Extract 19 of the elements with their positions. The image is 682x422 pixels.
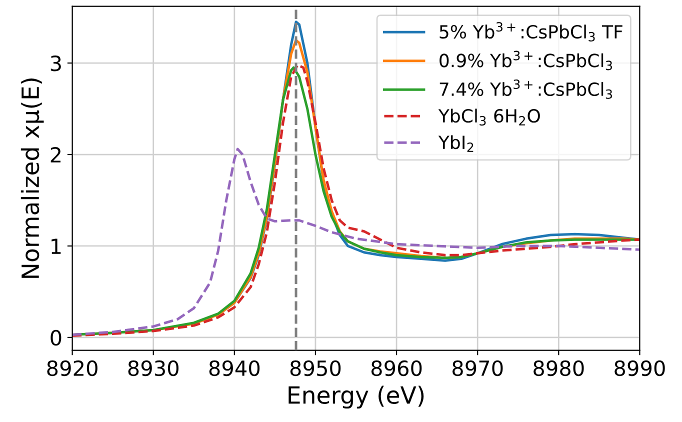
x-tick-label: 8940	[209, 360, 260, 376]
y-tick-label: 1	[52, 238, 61, 254]
x-tick-label: 8990	[614, 360, 665, 376]
x-tick-label: 8930	[128, 360, 178, 376]
y-axis-title: Normalized xμ(E)	[20, 78, 44, 278]
legend-label: YbI$_{2}$	[438, 135, 474, 152]
x-tick-label: 8970	[452, 360, 503, 376]
x-tick-label: 8960	[371, 360, 422, 376]
legend-label: 7.4% Yb$^{3+}$:CsPbCl$_{3}$	[440, 79, 612, 99]
y-tick-label: 2	[50, 146, 60, 162]
x-tick-label: 8950	[290, 360, 341, 376]
y-tick-label: 3	[50, 55, 61, 72]
x-tick-label: 8980	[534, 360, 584, 376]
legend-label: YbCl$_{3}$ 6H$_{2}$O	[438, 108, 540, 126]
legend-label: 5% Yb$^{3+}$:CsPbCl$_{3}$ TF	[440, 22, 622, 42]
y-tick-label: 0	[50, 330, 62, 346]
x-axis-title: Energy (eV)	[288, 386, 424, 409]
x-tick-label: 8920	[47, 360, 98, 376]
legend-label: 0.9% Yb$^{3+}$:CsPbCl$_{3}$	[440, 50, 612, 70]
